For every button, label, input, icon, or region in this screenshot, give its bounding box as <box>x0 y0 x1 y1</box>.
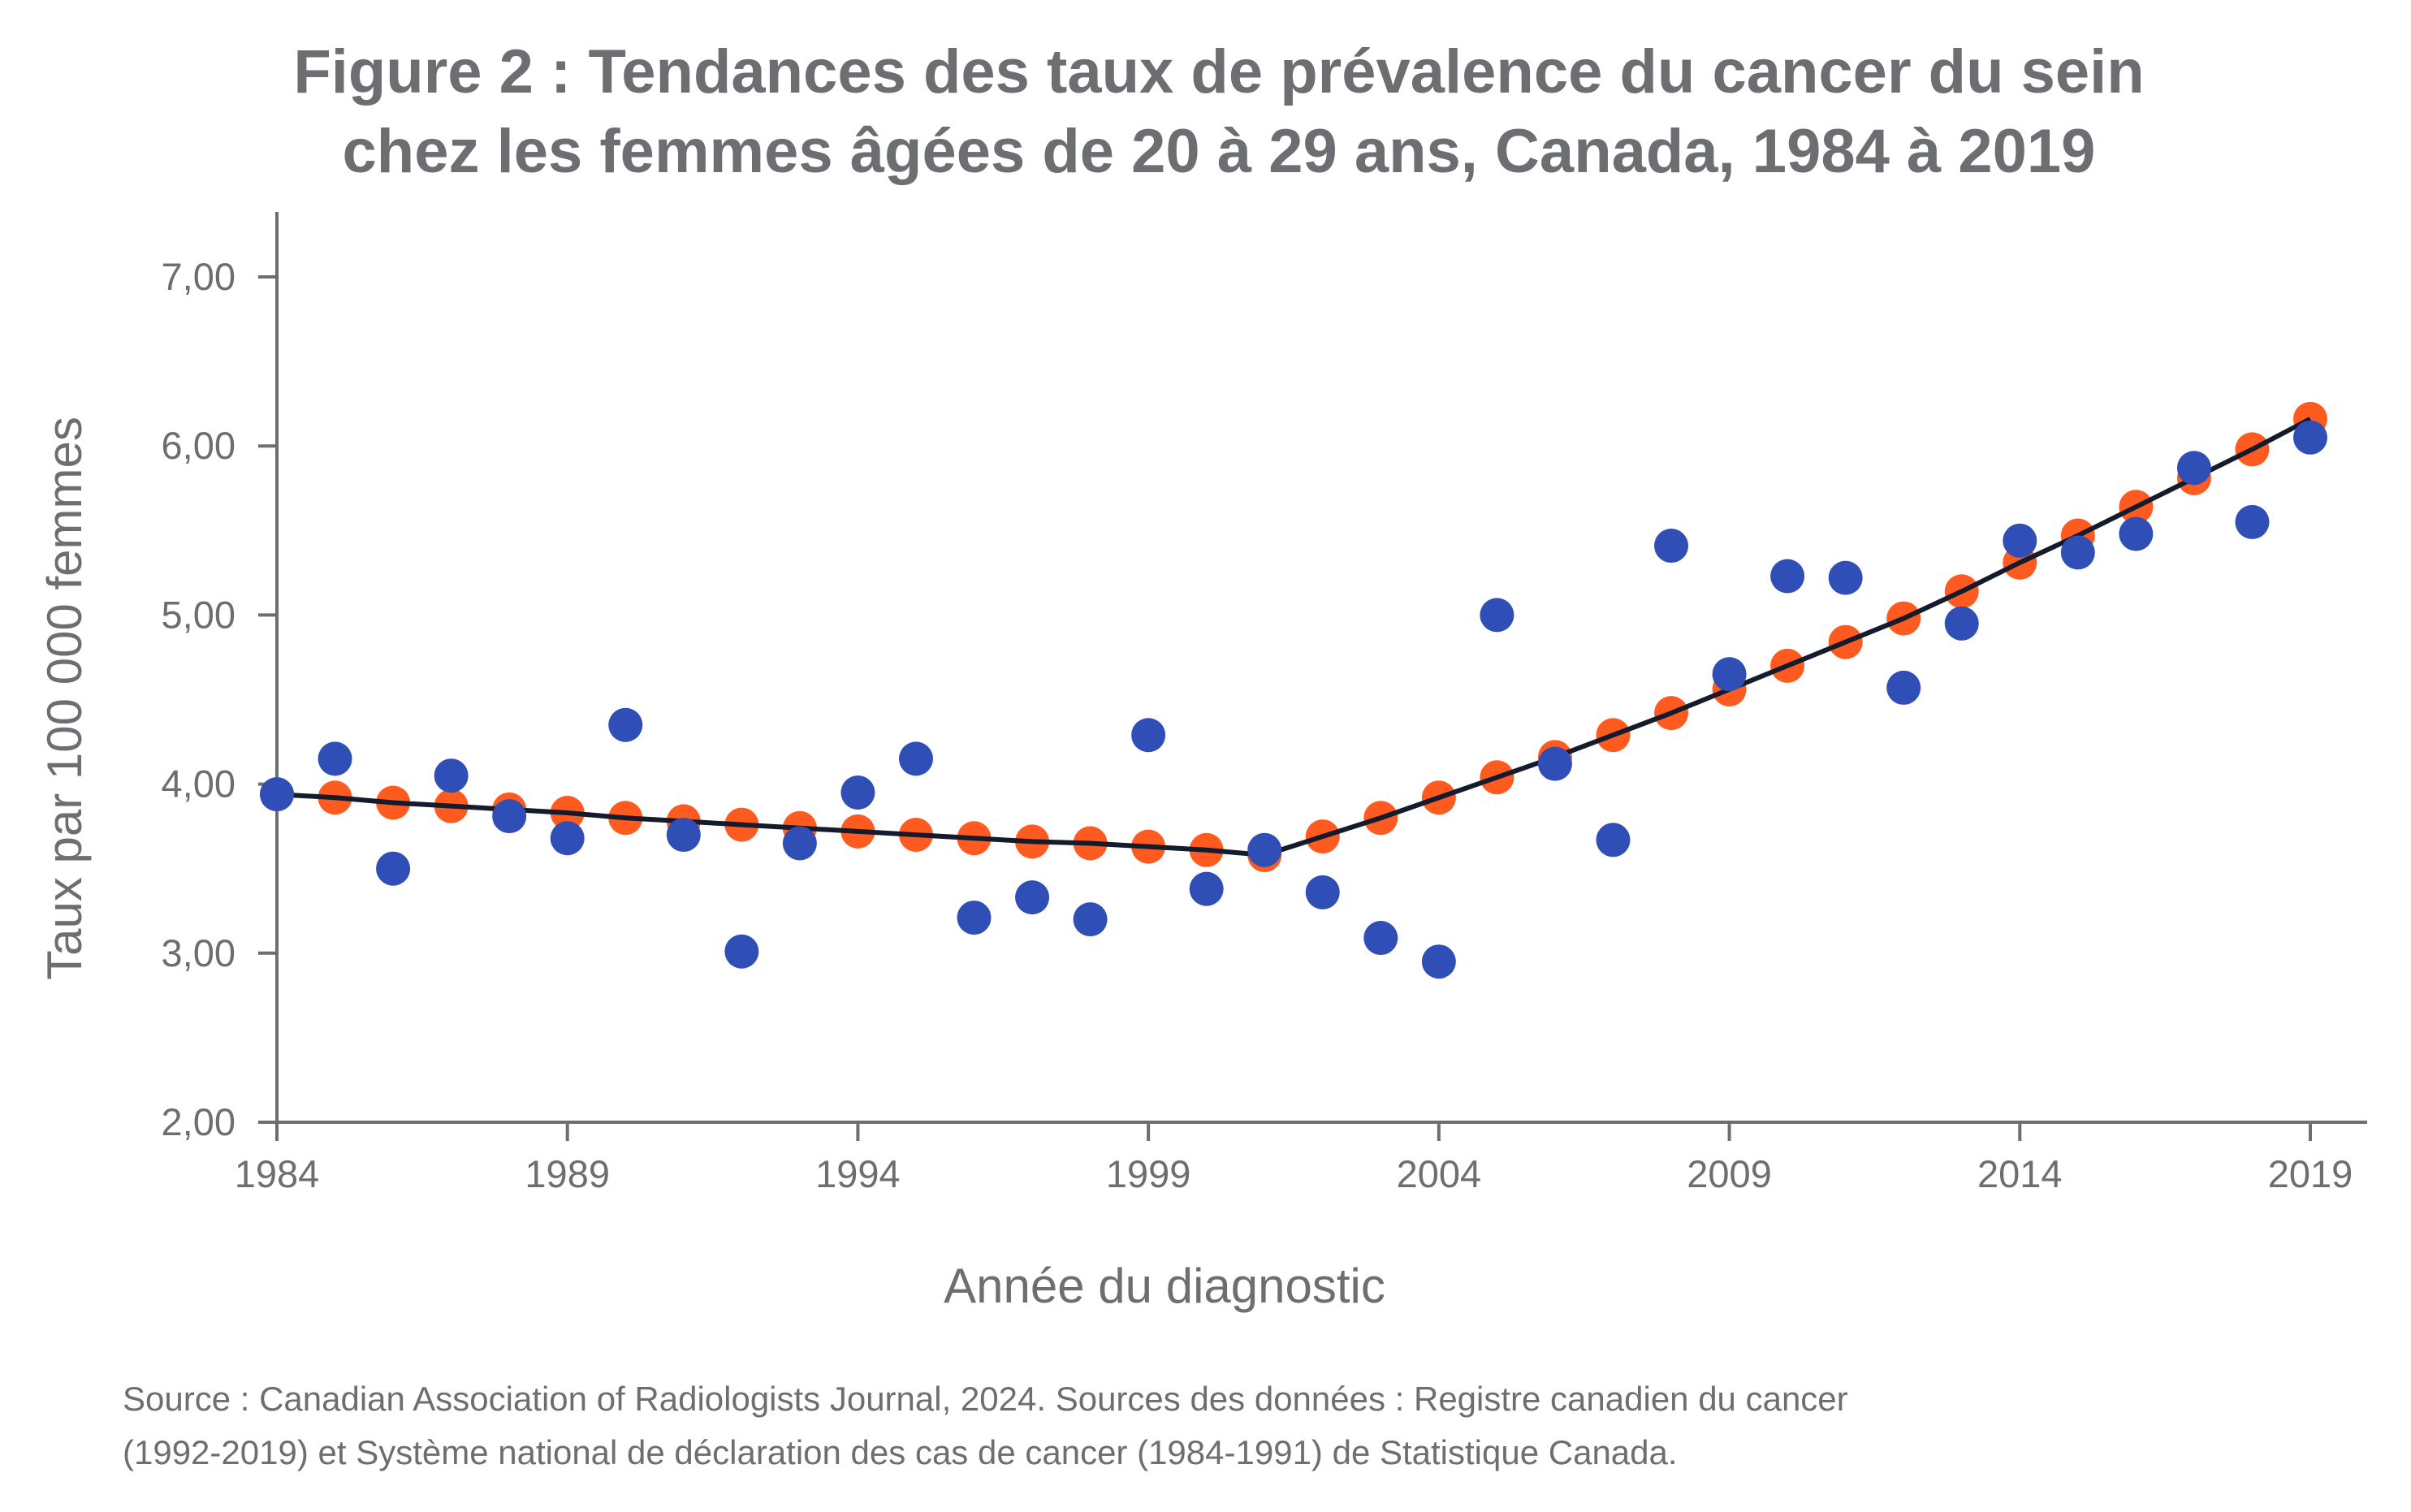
observed-point <box>782 826 817 861</box>
source-note-line-1: Source : Canadian Association of Radiolo… <box>123 1380 1848 1418</box>
source-note-line-2: (1992-2019) et Système national de décla… <box>123 1433 1678 1471</box>
observed-point <box>1828 560 1863 595</box>
observed-point <box>1015 880 1050 915</box>
x-tick-label: 1989 <box>525 1152 610 1195</box>
observed-point <box>666 818 701 853</box>
observed-point <box>1073 902 1108 937</box>
observed-point <box>1886 670 1921 705</box>
y-tick-label: 7,00 <box>162 255 235 298</box>
observed-point <box>1363 921 1398 956</box>
observed-point <box>434 758 469 793</box>
x-tick-label: 1984 <box>235 1152 320 1195</box>
observed-point <box>840 775 875 810</box>
x-tick-label: 2009 <box>1687 1152 1772 1195</box>
observed-point <box>1537 746 1572 781</box>
chart-title-line-2: chez les femmes âgées de 20 à 29 ans, Ca… <box>343 117 2096 186</box>
observed-point <box>1944 606 1979 641</box>
observed-point <box>1305 875 1340 909</box>
observed-point <box>898 741 933 776</box>
observed-point <box>376 851 411 886</box>
observed-point <box>2060 535 2095 570</box>
y-axis-label: Taux par 100 000 femmes <box>37 417 92 980</box>
y-tick-label: 3,00 <box>162 931 235 974</box>
y-tick-label: 5,00 <box>162 593 235 636</box>
observed-point <box>260 777 294 812</box>
y-tick-label: 4,00 <box>162 762 235 806</box>
observed-point <box>2293 420 2327 455</box>
chart-title-line-1: Figure 2 : Tendances des taux de prévale… <box>293 37 2144 106</box>
observed-point <box>608 707 643 742</box>
x-tick-label: 2004 <box>1397 1152 1482 1195</box>
y-tick-label: 6,00 <box>162 424 235 467</box>
observed-point <box>550 821 585 856</box>
observed-point <box>2176 451 2211 486</box>
observed-point <box>318 741 352 776</box>
observed-point <box>1480 598 1514 633</box>
observed-point <box>1596 823 1631 858</box>
observed-point <box>2003 523 2037 558</box>
x-tick-label: 1999 <box>1106 1152 1191 1195</box>
y-tick-label: 2,00 <box>162 1100 235 1143</box>
x-axis-label: Année du diagnostic <box>944 1259 1385 1313</box>
observed-point <box>1189 871 1224 906</box>
observed-point <box>492 799 527 834</box>
observed-point <box>2119 516 2154 551</box>
x-tick-label: 2014 <box>1977 1152 2063 1195</box>
observed-point <box>2235 504 2270 539</box>
observed-point <box>1770 559 1805 594</box>
observed-point <box>1131 718 1166 753</box>
x-tick-label: 1994 <box>815 1152 901 1195</box>
observed-point <box>724 934 759 969</box>
observed-point <box>1247 832 1282 867</box>
x-tick-label: 2019 <box>2268 1152 2353 1195</box>
observed-point <box>1654 529 1689 564</box>
trend-line <box>276 417 2312 858</box>
observed-point <box>1421 944 1456 979</box>
observed-point <box>1712 657 1747 692</box>
observed-point <box>957 901 992 935</box>
